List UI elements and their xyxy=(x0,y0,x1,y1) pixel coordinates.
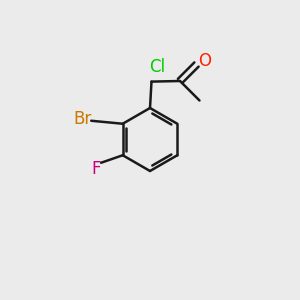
Text: Cl: Cl xyxy=(149,58,165,76)
Text: Br: Br xyxy=(73,110,91,128)
Text: F: F xyxy=(91,160,100,178)
Text: O: O xyxy=(198,52,212,70)
